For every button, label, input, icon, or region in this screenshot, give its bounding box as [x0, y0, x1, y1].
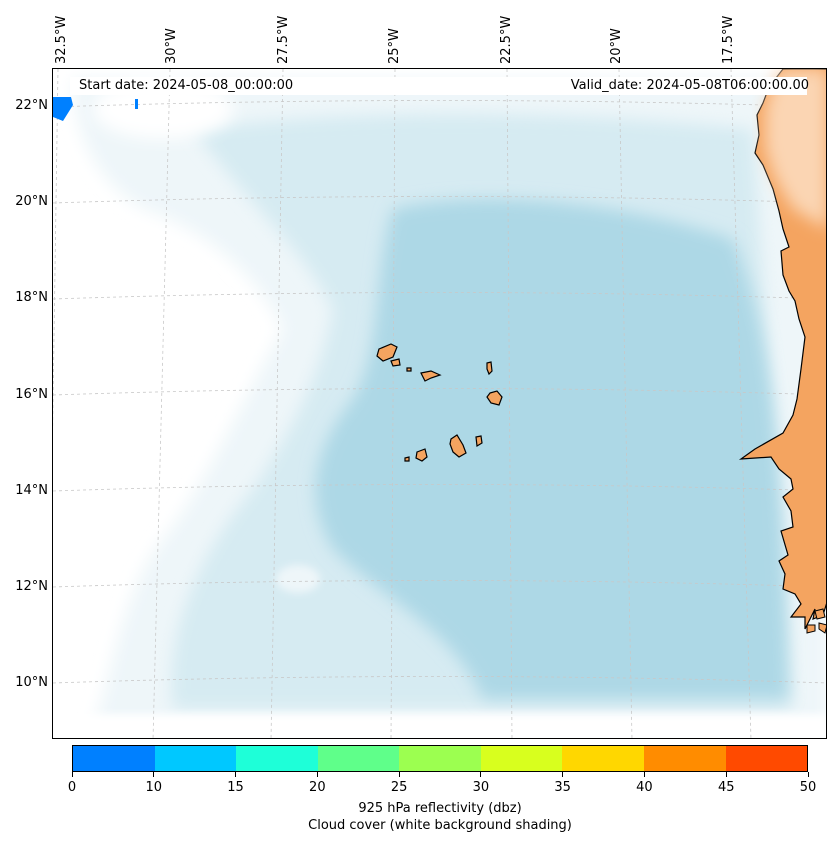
colorbar-segment	[399, 746, 481, 771]
island-santa-luzia	[406, 367, 412, 372]
island-sao-nicolau	[420, 370, 442, 382]
graticule	[53, 69, 826, 738]
colorbar-tick	[398, 772, 400, 777]
lon-label-25w: 25°W	[387, 28, 402, 64]
island-sao-vicente	[390, 358, 401, 367]
colorbar-tick-label: 0	[67, 780, 77, 795]
colorbar-tick	[807, 772, 809, 777]
cape-verde-islands	[376, 343, 503, 462]
colorbar-segment	[317, 746, 400, 771]
lon-label-30w: 30°W	[164, 28, 179, 64]
lon-label-27-5w: 27.5°W	[276, 15, 291, 64]
colorbar-tick	[235, 772, 237, 777]
reflectivity-patch	[135, 99, 138, 109]
island-sal	[486, 361, 493, 376]
colorbar-segment	[73, 746, 155, 771]
colorbar-tick-label: 45	[717, 780, 735, 795]
clear-sky-patch	[276, 565, 320, 593]
colorbar-segment	[643, 746, 726, 771]
island-fogo	[415, 448, 428, 462]
colorbar-segment	[236, 746, 318, 771]
island-santiago	[449, 434, 467, 458]
colorbar-segment	[480, 746, 563, 771]
reflectivity-patch	[53, 97, 73, 121]
lon-label-22-5w: 22.5°W	[499, 15, 514, 64]
island-maio	[475, 435, 483, 447]
colorbar-segment	[562, 746, 644, 771]
colorbar-tick	[725, 772, 727, 777]
colorbar-segment	[725, 746, 808, 771]
map-frame[interactable]	[52, 68, 827, 739]
lon-label-32-5w: 32.5°W	[54, 15, 69, 64]
map-canvas[interactable]	[53, 69, 827, 739]
valid-date-label: Valid_date: 2024-05-08T06:00:00.00	[570, 78, 809, 93]
colorbar-tick-label: 50	[799, 780, 817, 795]
island-boa-vista	[486, 390, 503, 406]
colorbar	[72, 745, 808, 772]
colorbar-tick-label: 25	[390, 780, 408, 795]
island-brava	[404, 456, 410, 462]
colorbar-tick-label: 30	[472, 780, 490, 795]
start-date-label: Start date: 2024-05-08_00:00:00	[79, 78, 294, 93]
colorbar-tick-label: 15	[227, 780, 244, 795]
colorbar-tick-label: 20	[309, 780, 326, 795]
colorbar-tick-label: 10	[145, 780, 163, 795]
lat-label-16n: 16°N	[15, 387, 48, 402]
lat-label-10n: 10°N	[15, 675, 48, 690]
lon-label-20w: 20°W	[609, 28, 624, 64]
cloud-cover-dense	[315, 199, 788, 699]
colorbar-segment	[154, 746, 237, 771]
colorbar-tick	[643, 772, 645, 777]
lat-label-12n: 12°N	[15, 579, 48, 594]
colorbar-label-reflectivity: 925 hPa reflectivity (dbz)	[358, 801, 522, 816]
colorbar-tick	[562, 772, 564, 777]
island-santo-antao	[376, 343, 398, 362]
clear-sky-strip	[53, 714, 826, 738]
colorbar-tick	[480, 772, 482, 777]
colorbar-tick	[71, 772, 73, 777]
colorbar-tick-label: 35	[554, 780, 571, 795]
colorbar-tick-label: 40	[636, 780, 653, 795]
lat-label-14n: 14°N	[15, 483, 48, 498]
colorbar-label-cloud-cover: Cloud cover (white background shading)	[308, 818, 572, 833]
lat-label-18n: 18°N	[15, 290, 48, 305]
bissagos-islands	[806, 608, 826, 634]
date-info-bar	[70, 77, 807, 95]
lon-label-17-5w: 17.5°W	[721, 15, 736, 64]
lat-label-22n: 22°N	[15, 98, 48, 113]
colorbar-tick	[316, 772, 318, 777]
lat-label-20n: 20°N	[15, 194, 48, 209]
colorbar-tick	[153, 772, 155, 777]
sahara-land-light	[765, 69, 826, 228]
